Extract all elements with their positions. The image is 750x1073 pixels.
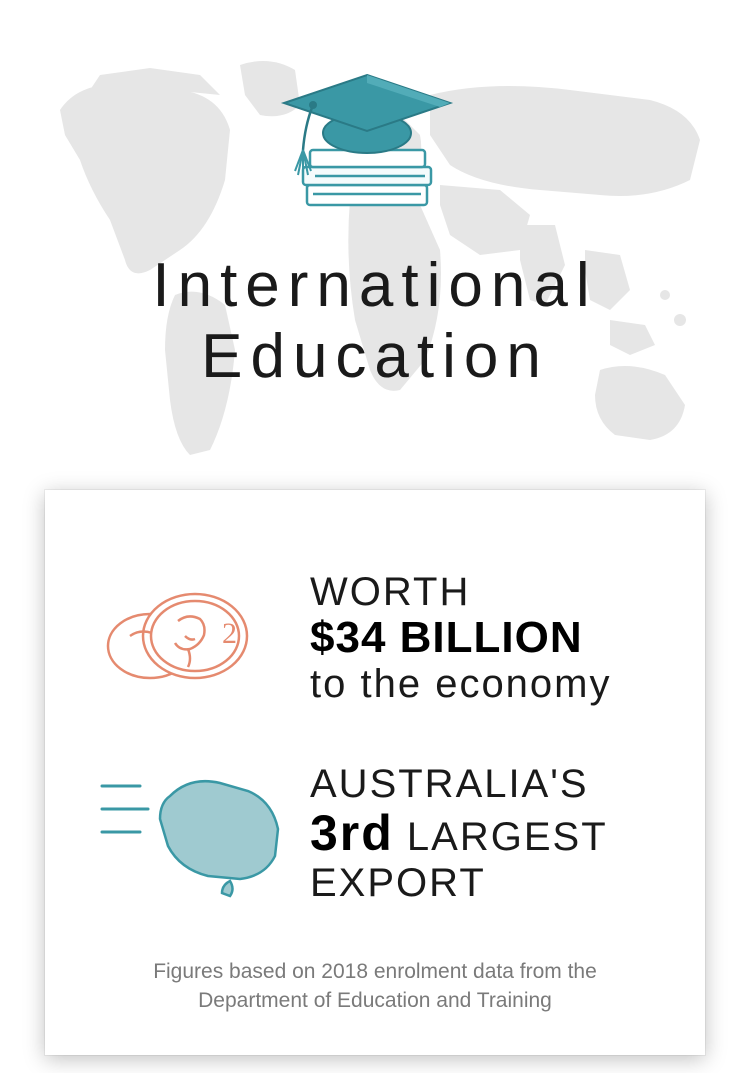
hero-section: International Education: [0, 0, 750, 480]
graduation-cap-icon: [265, 55, 465, 235]
stat1-bold: $34 BILLION: [310, 614, 675, 662]
stat-export: AUSTRALIA'S 3rd LARGEST EXPORT: [45, 706, 705, 906]
title-line2: Education: [0, 321, 750, 392]
stat1-post: to the economy: [310, 662, 675, 706]
svg-text:2: 2: [222, 617, 237, 650]
footnote-line1: Figures based on 2018 enrolment data fro…: [115, 958, 635, 986]
title-line1: International: [0, 250, 750, 321]
main-title: International Education: [0, 250, 750, 393]
footnote: Figures based on 2018 enrolment data fro…: [45, 958, 705, 1015]
stat1-pre: WORTH: [310, 570, 675, 614]
coins-icon: 2: [100, 581, 270, 691]
australia-icon: [100, 761, 285, 901]
stat2-post: EXPORT: [310, 861, 675, 905]
stat-economy: 2 WORTH $34 BILLION to the economy: [45, 490, 705, 706]
stat2-pre: AUSTRALIA'S: [310, 762, 675, 806]
stats-card: 2 WORTH $34 BILLION to the economy: [45, 490, 705, 1055]
stat2-rank: 3rd: [310, 805, 394, 861]
stat2-rank-suffix: LARGEST: [394, 815, 608, 859]
footnote-line2: Department of Education and Training: [115, 987, 635, 1015]
stat2-rank-line: 3rd LARGEST: [310, 806, 675, 861]
